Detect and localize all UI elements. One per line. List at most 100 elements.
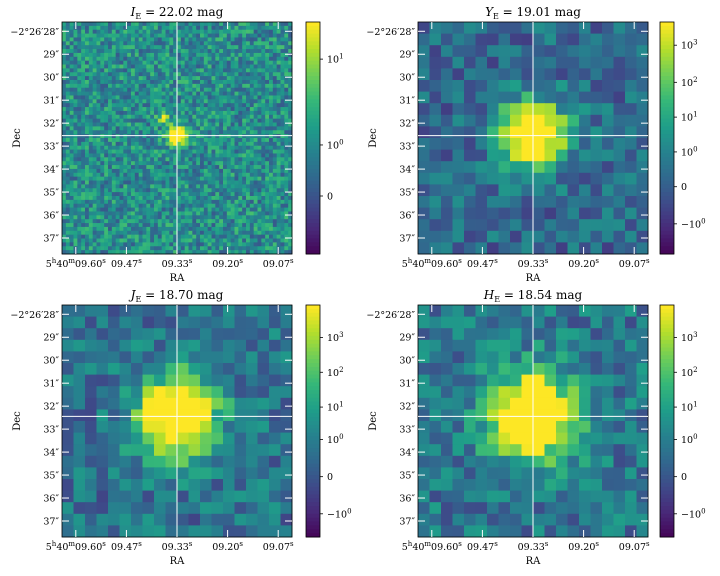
pixel <box>418 196 430 208</box>
pixel <box>219 103 224 108</box>
pixel <box>418 149 430 162</box>
pixel <box>487 363 499 375</box>
pixel <box>475 33 488 46</box>
pixel <box>429 196 442 208</box>
pixel <box>180 168 186 174</box>
pixel <box>200 161 205 166</box>
pixel <box>215 145 220 150</box>
pixel <box>96 234 101 239</box>
pixel <box>65 110 71 116</box>
pixel <box>280 145 285 150</box>
pixel <box>602 91 614 104</box>
pixel <box>475 161 488 174</box>
pixel <box>96 479 109 491</box>
x-tick-label: 09.20s <box>568 257 599 270</box>
pixel <box>246 211 251 216</box>
colorbar-tick-label: 100 <box>327 138 344 151</box>
pixel <box>556 126 568 139</box>
pixel <box>196 219 201 224</box>
pixel <box>284 172 289 178</box>
pixel <box>138 118 143 123</box>
pixel <box>249 219 255 224</box>
pixel <box>207 52 212 58</box>
pixel <box>602 397 614 410</box>
pixel <box>487 126 499 139</box>
pixel <box>452 351 465 364</box>
pixel <box>119 22 124 27</box>
pixel <box>226 207 232 212</box>
pixel <box>111 242 117 247</box>
pixel <box>169 103 174 108</box>
pixel <box>88 60 94 65</box>
pixel <box>154 211 159 216</box>
pixel <box>253 165 258 170</box>
pixel <box>77 49 82 54</box>
pixel <box>276 203 281 208</box>
colorbar-step <box>306 188 320 193</box>
pixel <box>169 22 174 27</box>
pixel <box>96 25 101 31</box>
pixel <box>180 37 186 42</box>
pixel <box>269 242 274 247</box>
pixel <box>73 351 86 364</box>
colorbar-step <box>660 230 674 236</box>
pixel <box>73 41 78 46</box>
pixel <box>177 87 182 92</box>
pixel <box>272 134 278 139</box>
pixel <box>257 421 270 433</box>
pixel <box>142 467 155 480</box>
pixel <box>257 122 262 127</box>
pixel <box>272 64 278 69</box>
pixel <box>613 22 626 34</box>
pixel <box>238 234 243 239</box>
pixel <box>177 103 182 108</box>
pixel <box>487 409 499 422</box>
pixel <box>429 230 442 243</box>
pixel <box>288 184 293 189</box>
pixel <box>92 25 97 31</box>
pixel <box>111 52 117 58</box>
pixel <box>238 87 243 92</box>
pixel <box>188 479 201 491</box>
pixel <box>131 41 136 46</box>
y-axis-label: Dec <box>368 128 379 148</box>
pixel <box>464 103 476 116</box>
pixel <box>96 149 101 154</box>
pixel <box>81 130 86 135</box>
pixel <box>77 118 82 123</box>
pixel <box>203 234 209 239</box>
pixel <box>487 114 499 127</box>
pixel <box>173 56 178 62</box>
pixel <box>238 49 243 54</box>
pixel <box>111 149 117 154</box>
colorbar-step <box>306 366 320 372</box>
pixel <box>280 339 293 352</box>
pixel <box>284 226 289 232</box>
pixel <box>521 184 534 197</box>
pixel <box>192 145 197 150</box>
pixel <box>242 250 247 255</box>
colorbar-step <box>306 107 320 112</box>
pixel <box>498 207 511 220</box>
pixel <box>510 172 522 185</box>
pixel <box>226 176 232 181</box>
pixel <box>92 226 97 232</box>
pixel <box>157 157 163 162</box>
pixel <box>134 91 140 96</box>
pixel <box>165 172 170 178</box>
pixel <box>192 49 197 54</box>
pixel <box>161 110 166 116</box>
pixel <box>138 83 143 89</box>
pixel <box>142 138 147 143</box>
pixel <box>219 52 224 58</box>
pixel <box>96 153 101 158</box>
pixel <box>65 37 71 42</box>
pixel <box>157 165 163 170</box>
pixel <box>215 141 220 147</box>
pixel <box>92 242 97 247</box>
pixel <box>246 502 258 515</box>
y-tick-label: 35″ <box>399 188 415 199</box>
pixel <box>131 168 136 174</box>
pixel <box>154 130 159 135</box>
colorbar-step <box>306 355 320 360</box>
